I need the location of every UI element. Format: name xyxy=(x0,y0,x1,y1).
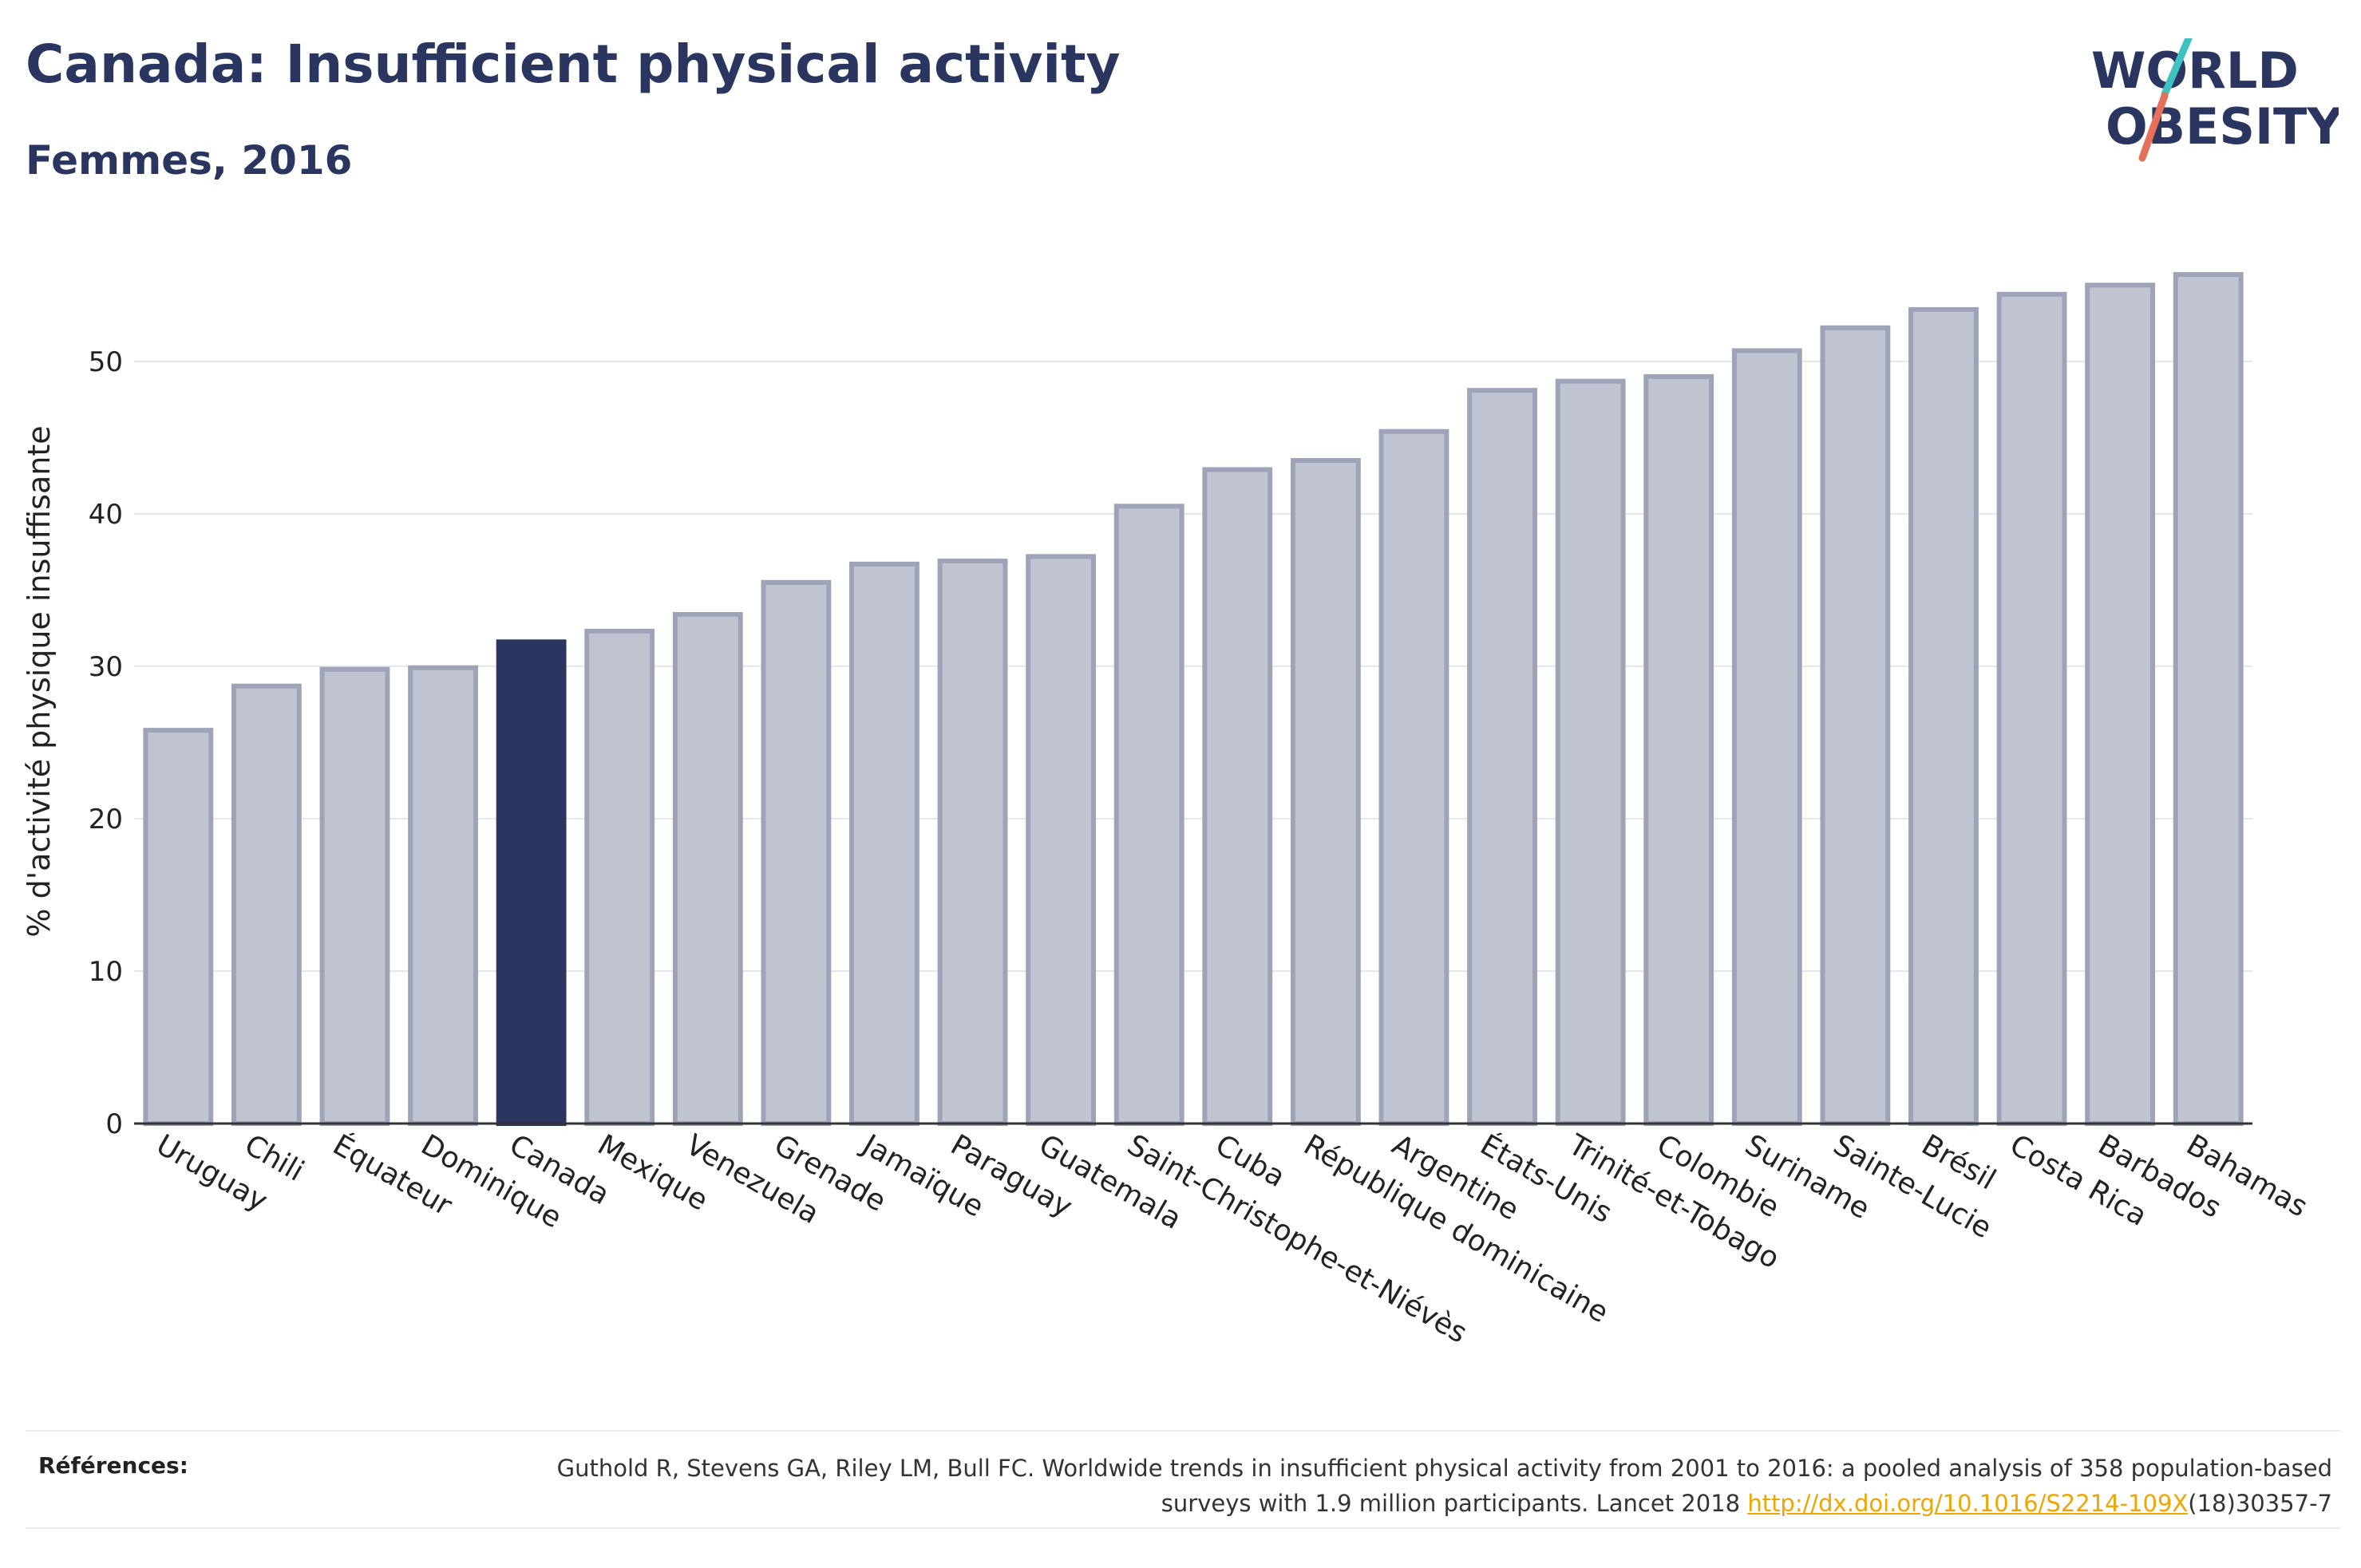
logo-line-1: WORLD xyxy=(2091,41,2299,100)
bar xyxy=(1290,458,1361,1126)
bar xyxy=(584,628,655,1126)
bar xyxy=(1643,373,1714,1126)
references-text: Guthold R, Stevens GA, Riley LM, Bull FC… xyxy=(496,1451,2332,1521)
bar xyxy=(1908,306,1979,1126)
chart-title: Canada: Insufficient physical activity xyxy=(26,34,1121,95)
bar xyxy=(1467,388,1537,1126)
bar xyxy=(1378,429,1449,1126)
bar xyxy=(937,559,1008,1126)
y-tick-label: 50 xyxy=(89,346,123,378)
bar xyxy=(1026,554,1097,1126)
bar xyxy=(1820,325,1891,1126)
bar xyxy=(1555,378,1626,1127)
logo-slash-bottom xyxy=(2138,92,2169,162)
y-tick-label: 30 xyxy=(89,651,123,683)
bar xyxy=(1731,348,1802,1126)
bar xyxy=(1996,291,2067,1126)
references-label: Références: xyxy=(38,1452,188,1479)
references-citation-end: (18)30357-7 xyxy=(2188,1490,2332,1517)
bar-highlighted xyxy=(496,639,567,1126)
chart-subtitle: Femmes, 2016 xyxy=(26,137,353,184)
bar xyxy=(2173,271,2244,1126)
y-tick-label: 0 xyxy=(105,1108,123,1140)
references-panel: Références: Guthold R, Stevens GA, Riley… xyxy=(26,1430,2340,1529)
bar xyxy=(849,561,919,1126)
references-doi-link[interactable]: http://dx.doi.org/10.1016/S2214-109X xyxy=(1747,1490,2189,1517)
bar xyxy=(319,666,390,1126)
bar xyxy=(1113,504,1184,1126)
bar xyxy=(672,611,743,1126)
bars xyxy=(143,271,2244,1127)
bar xyxy=(1202,467,1273,1126)
bar xyxy=(143,728,214,1126)
bar xyxy=(408,665,478,1126)
bar xyxy=(231,683,302,1126)
grid-lines xyxy=(134,360,2252,972)
bar xyxy=(2085,282,2156,1127)
bar xyxy=(761,579,832,1126)
world-obesity-logo: WORLD OBESITY xyxy=(2091,38,2339,162)
references-citation: Guthold R, Stevens GA, Riley LM, Bull FC… xyxy=(556,1455,2332,1517)
y-tick-label: 10 xyxy=(89,956,123,988)
y-tick-label: 20 xyxy=(89,804,123,835)
y-axis-title: % d'activité physique insuffisante xyxy=(22,425,57,937)
y-tick-label: 40 xyxy=(89,499,123,531)
logo-slash-top xyxy=(2161,38,2193,98)
